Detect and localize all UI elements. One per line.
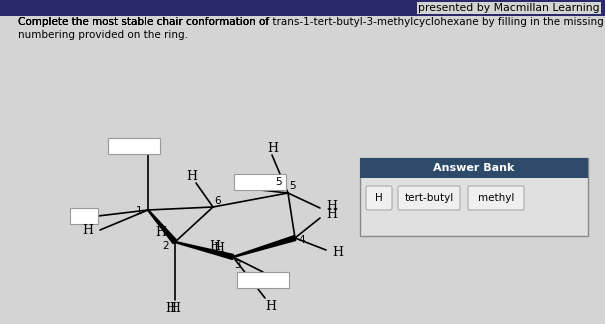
Text: presented by Macmillan Learning: presented by Macmillan Learning (419, 3, 600, 13)
FancyBboxPatch shape (360, 158, 588, 178)
Text: H: H (186, 170, 197, 183)
Text: Complete the most stable chair conformation of: Complete the most stable chair conformat… (18, 17, 272, 27)
Text: H: H (82, 224, 93, 237)
Text: Complete the most stable chair conformation of ​trans​-1-​tert​-butyl-3-methylcy: Complete the most stable chair conformat… (18, 17, 605, 27)
Text: H: H (214, 241, 224, 254)
Text: 1: 1 (136, 206, 142, 216)
Text: H: H (267, 142, 278, 155)
Text: 6: 6 (215, 196, 221, 206)
Text: Answer Bank: Answer Bank (433, 163, 515, 173)
Text: 3: 3 (234, 260, 240, 270)
Text: methyl: methyl (478, 193, 514, 203)
Text: H: H (326, 201, 337, 214)
Text: 5: 5 (289, 181, 295, 191)
Text: H: H (169, 302, 180, 315)
FancyBboxPatch shape (366, 186, 392, 210)
Polygon shape (148, 210, 177, 244)
Text: tert-butyl: tert-butyl (404, 193, 454, 203)
Text: numbering provided on the ring.: numbering provided on the ring. (18, 30, 188, 40)
Text: H: H (166, 302, 177, 315)
FancyBboxPatch shape (468, 186, 524, 210)
Text: 5: 5 (275, 177, 281, 187)
Text: H: H (326, 207, 337, 221)
Text: H: H (332, 246, 343, 259)
Polygon shape (175, 241, 234, 260)
FancyBboxPatch shape (70, 208, 98, 224)
Text: 2: 2 (163, 241, 169, 251)
Text: H: H (266, 300, 276, 314)
FancyBboxPatch shape (237, 272, 289, 288)
Polygon shape (233, 236, 296, 258)
FancyBboxPatch shape (0, 0, 605, 16)
FancyBboxPatch shape (234, 174, 286, 190)
FancyBboxPatch shape (108, 138, 160, 154)
FancyBboxPatch shape (398, 186, 460, 210)
Text: H: H (155, 226, 166, 239)
Text: H: H (375, 193, 383, 203)
Text: 4: 4 (299, 235, 306, 245)
Text: Complete the most stable chair conformation of: Complete the most stable chair conformat… (18, 17, 272, 27)
FancyBboxPatch shape (360, 158, 588, 236)
Text: H: H (209, 239, 220, 252)
